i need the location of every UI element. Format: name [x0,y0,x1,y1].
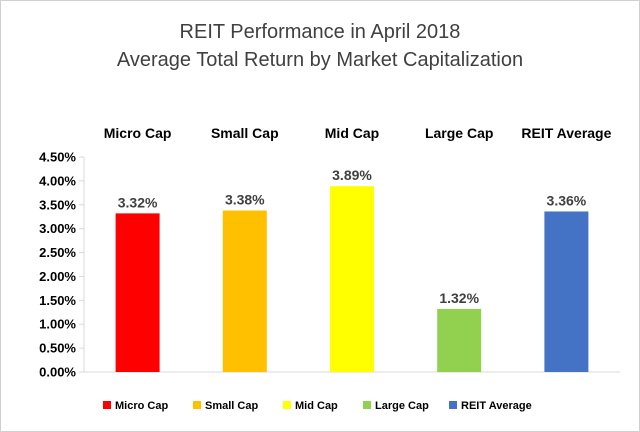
legend-swatch [363,401,371,409]
y-tick-label: 0.00% [39,365,76,380]
bar [222,210,267,372]
bar [544,211,589,372]
legend-label: Mid Cap [295,400,338,412]
y-tick-label: 3.50% [39,197,76,212]
bars [115,186,589,372]
y-tick-label: 4.50% [39,150,76,165]
data-label: 3.32% [118,194,158,210]
bar [115,213,160,372]
bar [330,186,374,372]
y-tick-label: 0.50% [39,341,76,356]
y-tick-label: 2.00% [39,269,76,284]
y-axis: 0.00% 0.50% 1.00% 1.50% 2.00% 2.50% 3.00% 3.50%… [39,150,620,380]
category-labels: Micro Cap Small Cap Mid Cap Large Cap REIT A… [104,125,612,141]
legend: Micro Cap Small Cap Mid Cap Large Cap REIT A… [103,400,532,412]
category-label: REIT Average [521,125,611,141]
y-tick-label: 2.50% [39,245,76,260]
legend-swatch [103,401,111,409]
legend-label: Micro Cap [115,400,168,412]
data-label: 3.36% [547,192,587,208]
y-tick-label: 4.00% [39,173,76,188]
data-label: 3.89% [332,167,372,183]
y-tick-label: 1.00% [39,317,76,332]
data-label: 1.32% [439,290,479,306]
category-label: Micro Cap [104,125,172,141]
chart-subtitle: Average Total Return by Market Capitaliz… [116,49,524,71]
data-labels: 3.32% 3.38% 3.89% 1.32% 3.36% [118,167,587,306]
category-label: Mid Cap [325,125,379,141]
data-label: 3.38% [225,192,265,208]
legend-label: Small Cap [205,400,258,412]
legend-label: REIT Average [461,400,532,412]
category-label: Large Cap [425,125,493,141]
legend-label: Large Cap [375,400,429,412]
legend-swatch [283,401,291,409]
legend-swatch [193,401,201,409]
bar [437,308,482,372]
legend-swatch [449,401,457,409]
y-tick-label: 1.50% [39,293,76,308]
category-label: Small Cap [211,125,279,141]
chart-title: REIT Performance in April 2018 [179,21,461,43]
y-tick-label: 3.00% [39,221,76,236]
